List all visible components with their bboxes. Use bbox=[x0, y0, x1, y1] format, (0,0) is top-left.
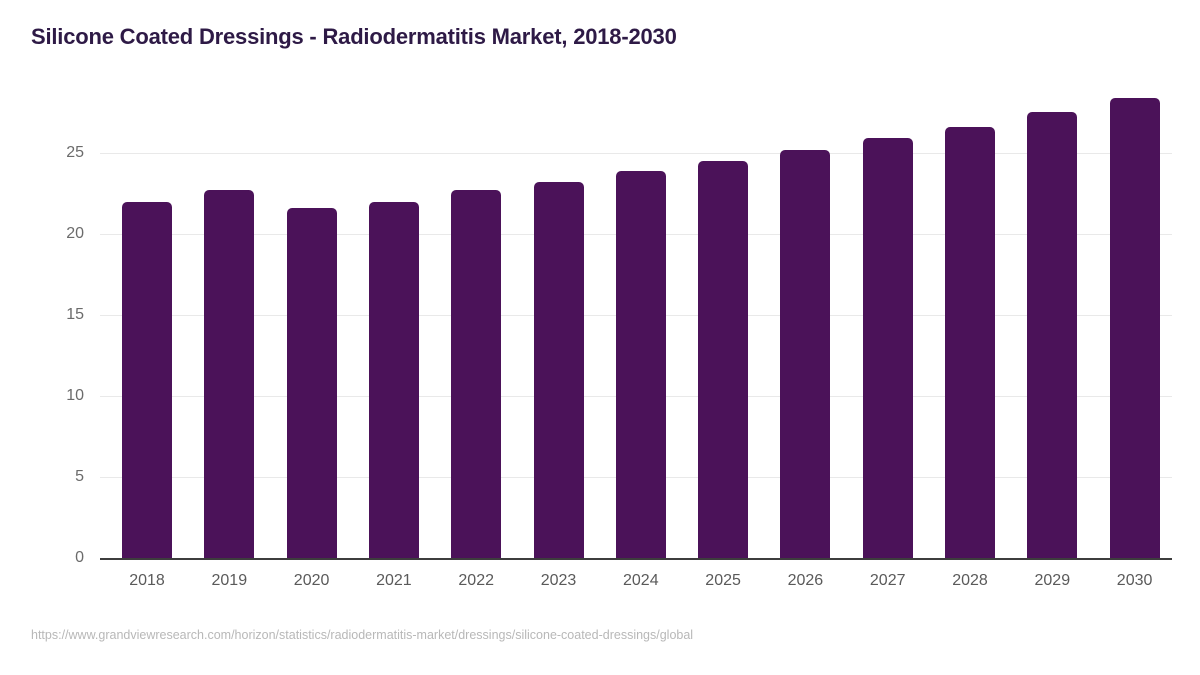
y-axis-tick-label: 20 bbox=[66, 224, 84, 242]
bar[interactable] bbox=[286, 208, 337, 558]
x-axis-tick-label: 2018 bbox=[129, 572, 165, 589]
y-axis-tick-label: 0 bbox=[75, 549, 84, 566]
bar[interactable] bbox=[1027, 112, 1078, 558]
bar[interactable] bbox=[1109, 97, 1160, 558]
x-axis-tick-label: 2027 bbox=[869, 572, 906, 589]
bar[interactable] bbox=[451, 190, 502, 558]
gridline bbox=[100, 152, 1172, 154]
y-axis-tick-label: 15 bbox=[66, 305, 84, 323]
bar[interactable] bbox=[698, 161, 749, 558]
page-title: Silicone Coated Dressings - Radiodermati… bbox=[31, 24, 677, 49]
plot-area bbox=[100, 80, 1172, 560]
y-axis-tick-label: 10 bbox=[66, 386, 84, 404]
bar[interactable] bbox=[368, 201, 419, 558]
bar[interactable] bbox=[122, 201, 172, 558]
x-axis-tick-label: 2024 bbox=[623, 572, 659, 589]
bar[interactable] bbox=[615, 170, 666, 558]
bar[interactable] bbox=[945, 126, 995, 558]
x-axis-tick-label: 2029 bbox=[1034, 572, 1071, 589]
bar[interactable] bbox=[533, 182, 584, 558]
x-axis-tick-label: 2025 bbox=[705, 572, 741, 589]
x-axis-tick-label: 2023 bbox=[540, 572, 577, 589]
source-url[interactable]: https://www.grandviewresearch.com/horizo… bbox=[31, 628, 694, 642]
x-axis-tick-label: 2022 bbox=[458, 572, 494, 589]
x-axis-tick-label: 2026 bbox=[787, 572, 824, 589]
x-axis-tick-label: 2030 bbox=[1116, 572, 1153, 589]
bar[interactable] bbox=[204, 190, 255, 558]
y-axis-tick-label: 5 bbox=[75, 467, 84, 485]
y-axis-tick-label: 25 bbox=[66, 143, 84, 161]
x-axis-tick-label: 2019 bbox=[211, 572, 248, 589]
x-axis-tick-label: 2020 bbox=[293, 572, 330, 589]
x-axis-tick-label: 2028 bbox=[952, 572, 988, 589]
x-axis-tick-label: 2021 bbox=[376, 572, 412, 589]
bar[interactable] bbox=[780, 149, 831, 558]
x-axis-line bbox=[100, 558, 1172, 560]
bar[interactable] bbox=[862, 138, 913, 558]
